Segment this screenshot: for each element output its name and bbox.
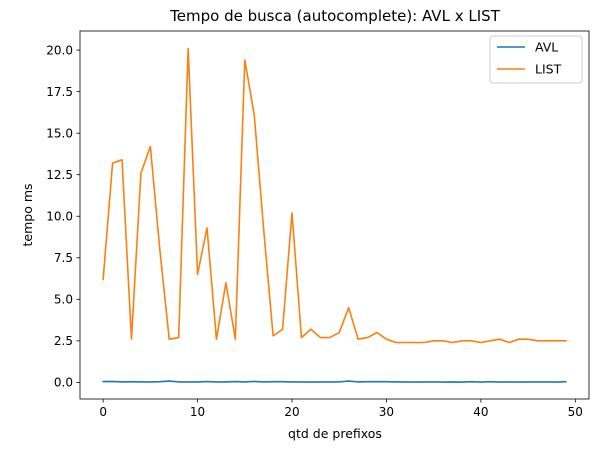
y-axis-ticks: 0.0 2.5 5.0 7.5 10.0 12.5 15.0 17.5 20.0 (46, 43, 80, 390)
series-line-avl (102, 380, 567, 383)
y-tick-label: 17.5 (46, 85, 73, 99)
plot-frame (79, 30, 590, 400)
chart-title: Tempo de busca (autocomplete): AVL x LIS… (169, 7, 500, 25)
y-tick-label: 12.5 (46, 168, 73, 182)
series-line-list (102, 47, 567, 344)
legend-label-avl: AVL (535, 40, 558, 55)
x-axis-ticks: 0 10 20 30 40 50 (99, 399, 583, 419)
y-tick-label: 7.5 (54, 251, 73, 265)
legend: AVL LIST (489, 35, 583, 84)
y-tick-label: 0.0 (54, 376, 73, 390)
x-axis-label: qtd de prefixos (288, 426, 382, 441)
x-tick-label: 10 (190, 405, 205, 419)
y-tick-label: 5.0 (54, 293, 73, 307)
x-tick-label: 0 (99, 405, 107, 419)
legend-label-list: LIST (535, 62, 562, 77)
x-tick-label: 20 (284, 405, 299, 419)
plot-lines (102, 47, 567, 383)
y-tick-label: 15.0 (46, 126, 73, 140)
x-tick-label: 50 (568, 405, 583, 419)
x-tick-label: 40 (473, 405, 488, 419)
y-tick-label: 20.0 (46, 43, 73, 57)
x-tick-label: 30 (379, 405, 394, 419)
y-tick-label: 10.0 (46, 210, 73, 224)
y-axis-label: tempo ms (20, 183, 35, 246)
y-tick-label: 2.5 (54, 334, 73, 348)
